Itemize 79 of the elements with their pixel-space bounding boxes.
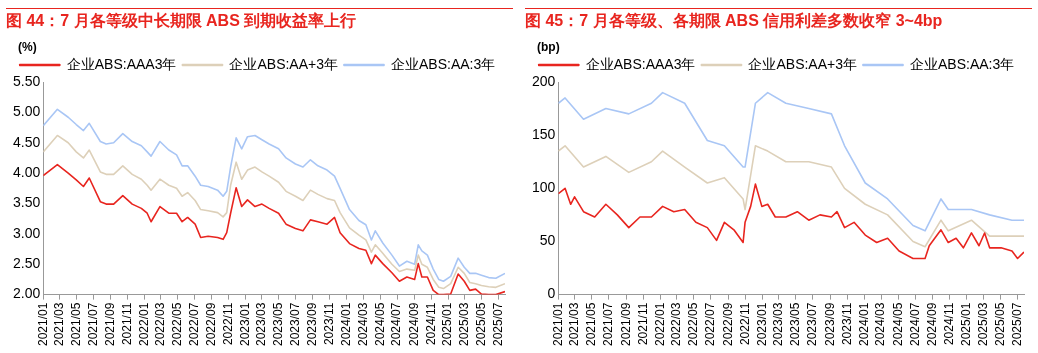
x-tick-label: 2023/01 xyxy=(237,302,252,347)
y-tick-label: 200 xyxy=(532,72,556,89)
y-tick-label: 150 xyxy=(532,126,556,143)
y-tick-label: 50 xyxy=(539,232,556,249)
x-tick-label: 2023/03 xyxy=(771,302,786,347)
y-tick-label: 2.50 xyxy=(13,255,41,272)
y-tick-label: 4.00 xyxy=(13,163,41,180)
x-tick-label: 2022/05 xyxy=(686,302,701,347)
x-tick-label: 2025/07 xyxy=(490,302,505,347)
x-tick-label: 2023/05 xyxy=(788,302,803,347)
x-tick-label: 2021/11 xyxy=(119,302,134,346)
x-tick-label: 2022/01 xyxy=(136,302,151,347)
x-tick-label: 2024/07 xyxy=(907,302,922,347)
x-tick-label: 2024/09 xyxy=(924,302,939,347)
x-tick-label: 2023/11 xyxy=(322,302,337,346)
legend-label: 企业ABS:AA:3年 xyxy=(909,55,1015,72)
legend-label: 企业ABS:AA:3年 xyxy=(390,55,496,72)
x-tick-label: 2025/05 xyxy=(992,302,1007,347)
x-tick-label: 2024/11 xyxy=(423,302,438,346)
x-tick-label: 2021/09 xyxy=(102,302,117,347)
x-tick-label: 2024/03 xyxy=(873,302,888,347)
y-tick-label: 3.00 xyxy=(13,224,41,241)
x-tick-label: 2024/05 xyxy=(890,302,905,347)
chart-title: 图 44：7 月各等级中长期限 ABS 到期收益率上行 xyxy=(6,8,513,32)
y-tick-label: 2.00 xyxy=(13,285,41,302)
legend-label: 企业ABS:AAA3年 xyxy=(66,55,177,72)
y-tick-label: 5.00 xyxy=(13,103,41,120)
x-tick-label: 2024/01 xyxy=(339,302,354,347)
x-tick-label: 2021/05 xyxy=(584,302,599,347)
legend-label: 企业ABS:AA+3年 xyxy=(748,55,857,72)
y-tick-label: 4.50 xyxy=(13,133,41,150)
x-tick-label: 2025/01 xyxy=(440,302,455,347)
x-tick-label: 2024/05 xyxy=(372,302,387,347)
x-tick-label: 2024/09 xyxy=(406,302,421,347)
y-axis-title: (bp) xyxy=(537,40,560,54)
x-tick-label: 2024/11 xyxy=(941,302,956,346)
x-tick-label: 2025/07 xyxy=(1009,302,1024,347)
y-tick-label: 5.50 xyxy=(13,72,41,89)
x-tick-label: 2024/07 xyxy=(389,302,404,347)
y-tick-label: 100 xyxy=(532,179,556,196)
x-tick-label: 2022/11 xyxy=(737,302,752,346)
x-tick-label: 2021/07 xyxy=(601,302,616,347)
x-tick-label: 2023/01 xyxy=(754,302,769,347)
x-tick-label: 2025/01 xyxy=(959,302,974,347)
x-tick-label: 2021/07 xyxy=(85,302,100,347)
y-axis-title: (%) xyxy=(18,40,37,54)
x-tick-label: 2023/07 xyxy=(288,302,303,347)
x-tick-label: 2022/09 xyxy=(204,302,219,347)
y-tick-label: 3.50 xyxy=(13,194,41,211)
x-tick-label: 2023/09 xyxy=(305,302,320,347)
x-tick-label: 2021/05 xyxy=(68,302,83,347)
x-tick-label: 2024/03 xyxy=(355,302,370,347)
x-tick-label: 2023/03 xyxy=(254,302,269,347)
x-tick-label: 2023/09 xyxy=(822,302,837,347)
y-tick-label: 0 xyxy=(547,285,556,302)
x-tick-label: 2022/09 xyxy=(720,302,735,347)
x-tick-label: 2022/01 xyxy=(652,302,667,347)
x-tick-label: 2025/03 xyxy=(456,302,471,347)
x-tick-label: 2021/01 xyxy=(550,302,565,347)
x-tick-label: 2021/03 xyxy=(567,302,582,347)
x-tick-label: 2021/09 xyxy=(618,302,633,347)
legend-label: 企业ABS:AA+3年 xyxy=(229,55,338,72)
x-tick-label: 2022/05 xyxy=(169,302,184,347)
chart-title: 图 45：7 月各等级、各期限 ABS 信用利差多数收窄 3~4bp xyxy=(525,8,1032,32)
x-tick-label: 2024/01 xyxy=(856,302,871,347)
x-tick-label: 2023/05 xyxy=(271,302,286,347)
x-tick-label: 2023/07 xyxy=(805,302,820,347)
legend-label: 企业ABS:AAA3年 xyxy=(585,55,696,72)
x-tick-label: 2023/11 xyxy=(839,302,854,346)
x-tick-label: 2022/07 xyxy=(703,302,718,347)
x-tick-label: 2022/03 xyxy=(669,302,684,347)
x-tick-label: 2022/07 xyxy=(186,302,201,347)
x-tick-label: 2021/11 xyxy=(635,302,650,346)
x-tick-label: 2025/05 xyxy=(473,302,488,347)
x-tick-label: 2021/01 xyxy=(35,302,50,347)
x-tick-label: 2022/03 xyxy=(153,302,168,347)
x-tick-label: 2025/03 xyxy=(975,302,990,347)
x-tick-label: 2021/03 xyxy=(51,302,66,347)
x-tick-label: 2022/11 xyxy=(220,302,235,346)
